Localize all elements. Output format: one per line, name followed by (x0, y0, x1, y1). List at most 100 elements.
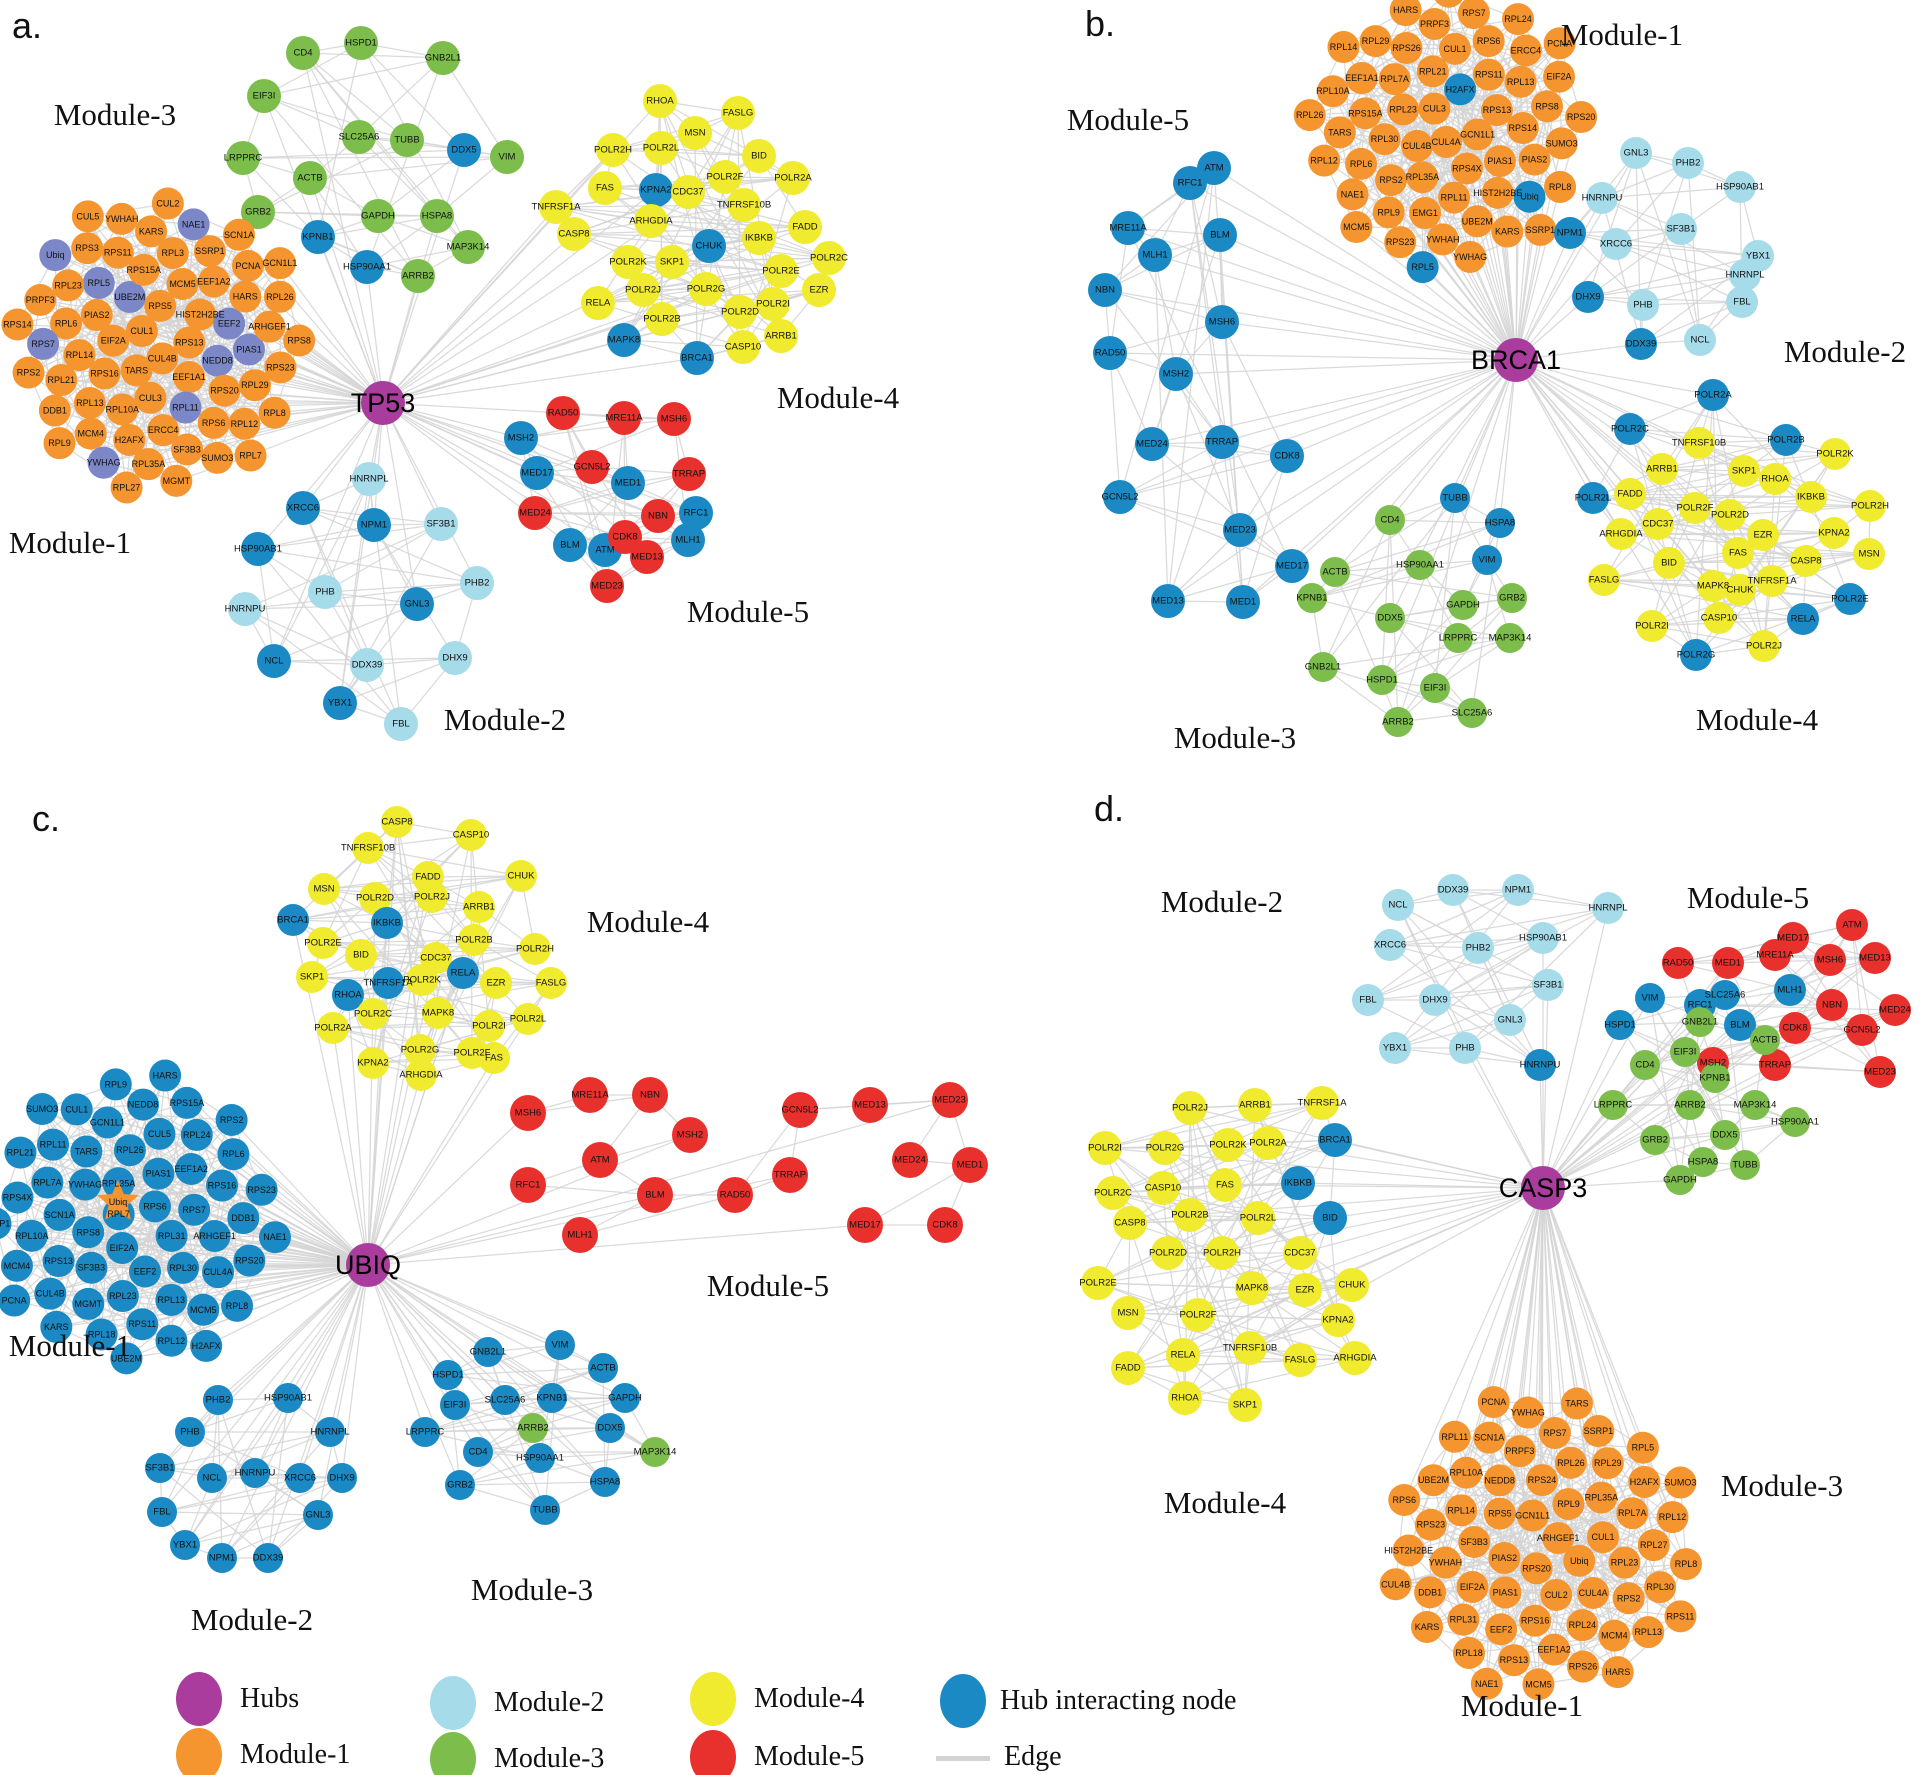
node-hist2h2be[interactable] (1392, 1534, 1425, 1567)
node-hspa8[interactable] (590, 1467, 620, 1497)
node-rpl30[interactable] (1644, 1571, 1677, 1604)
node-ezr[interactable] (802, 273, 836, 307)
node-rpl11[interactable] (1438, 181, 1471, 214)
node-rps23[interactable] (1414, 1508, 1447, 1541)
node-dhx9[interactable] (327, 1463, 357, 1493)
node-rpl9[interactable] (43, 427, 76, 460)
node-sf3b3[interactable] (171, 433, 204, 466)
node-arhgdia[interactable] (405, 1059, 437, 1091)
node-cul1[interactable] (1438, 32, 1471, 65)
node-polr2a[interactable] (317, 1012, 349, 1044)
node-rps2[interactable] (1375, 164, 1408, 197)
node-hsp90ab1[interactable] (273, 1383, 303, 1413)
node-h2afx[interactable] (1444, 73, 1477, 106)
node-rpl10a[interactable] (1316, 75, 1349, 108)
node-gnb2l1[interactable] (1685, 1007, 1715, 1037)
node-rps7[interactable] (1457, 0, 1490, 30)
node-rps4x[interactable] (1, 1181, 34, 1214)
node-casp10[interactable] (726, 330, 760, 364)
node-polr2k[interactable] (1819, 438, 1851, 470)
node-rpl14[interactable] (1327, 31, 1360, 64)
node-rps15a[interactable] (127, 253, 160, 286)
node-map3k14[interactable] (1740, 1090, 1770, 1120)
node-cd4[interactable] (286, 36, 320, 70)
node-polr2a[interactable] (1697, 379, 1729, 411)
node-med23[interactable] (1223, 513, 1257, 547)
node-slc25a6[interactable] (490, 1385, 520, 1415)
node-sf3b3[interactable] (75, 1251, 108, 1284)
node-eif3i[interactable] (247, 79, 281, 113)
node-msh6[interactable] (1814, 944, 1846, 976)
node-sumo3[interactable] (1664, 1466, 1697, 1499)
node-hnrnpl[interactable] (315, 1417, 345, 1447)
node-ssrp1[interactable] (1524, 213, 1557, 246)
node-rpl14[interactable] (63, 339, 96, 372)
node-nedd8[interactable] (201, 344, 234, 377)
node-nbn[interactable] (641, 499, 675, 533)
node-rpl29[interactable] (1591, 1447, 1624, 1480)
node-phb[interactable] (1449, 1032, 1481, 1064)
node-rpl24[interactable] (1502, 3, 1535, 36)
node-med23[interactable] (932, 1082, 968, 1118)
node-npm1[interactable] (357, 508, 391, 542)
node-cdk8[interactable] (927, 1207, 963, 1243)
node-polr2a[interactable] (1251, 1126, 1285, 1160)
node-ubiq[interactable] (1513, 180, 1546, 213)
node-rps8[interactable] (1531, 90, 1564, 123)
node-eef2[interactable] (213, 307, 246, 340)
node-kpnb1[interactable] (1700, 1063, 1730, 1093)
node-ddx39[interactable] (350, 648, 384, 682)
node-kars[interactable] (135, 215, 168, 248)
node-mcm5[interactable] (1522, 1668, 1555, 1701)
node-ddx5[interactable] (595, 1413, 625, 1443)
node-ybx1[interactable] (323, 686, 357, 720)
node-ube2m[interactable] (1417, 1464, 1450, 1497)
node-mcm4[interactable] (1598, 1619, 1631, 1652)
node-rps13[interactable] (1480, 94, 1513, 127)
node-rpl8[interactable] (258, 396, 291, 429)
node-cul1[interactable] (60, 1093, 93, 1126)
node-kpna2[interactable] (639, 173, 673, 207)
node-polr2b[interactable] (645, 302, 679, 336)
node-arrb1[interactable] (1646, 453, 1678, 485)
node-mcm5[interactable] (166, 268, 199, 301)
node-rps5[interactable] (1483, 1497, 1516, 1530)
node-rpl21[interactable] (4, 1136, 37, 1169)
node-rpl10a[interactable] (15, 1219, 48, 1252)
node-polr2d[interactable] (1151, 1236, 1185, 1270)
node-rpl23[interactable] (106, 1280, 139, 1313)
node-rpl5[interactable] (1626, 1431, 1659, 1464)
hub-node-casp3[interactable] (1521, 1166, 1565, 1210)
node-polr2h[interactable] (1854, 490, 1886, 522)
node-chuk[interactable] (1724, 574, 1756, 606)
node-hsp90aa1[interactable] (350, 250, 384, 284)
node-msh2[interactable] (1159, 357, 1193, 391)
node-ywhah[interactable] (1429, 1546, 1462, 1579)
node-cdk8[interactable] (608, 520, 642, 554)
node-rpl14[interactable] (1445, 1494, 1478, 1527)
node-rps13[interactable] (1497, 1644, 1530, 1677)
node-hist2h2be[interactable] (184, 298, 217, 331)
node-rpl12[interactable] (1308, 144, 1341, 177)
node-hsp90ab1[interactable] (241, 532, 275, 566)
node-msh6[interactable] (510, 1095, 546, 1131)
node-med24[interactable] (1879, 994, 1911, 1026)
node-cul4a[interactable] (1577, 1577, 1610, 1610)
node-med1[interactable] (1226, 585, 1260, 619)
node-fas[interactable] (1208, 1168, 1242, 1202)
node-rpl26[interactable] (113, 1134, 146, 1167)
node-arhgef1[interactable] (198, 1220, 231, 1253)
node-rps13[interactable] (173, 326, 206, 359)
node-trrap[interactable] (672, 457, 706, 491)
hub-node-tp53[interactable] (361, 381, 405, 425)
node-arrb1[interactable] (764, 319, 798, 353)
node-ubiq-star[interactable] (97, 1180, 139, 1220)
node-ddx5[interactable] (1710, 1120, 1740, 1150)
node-blm[interactable] (1203, 218, 1237, 252)
node-polr2l[interactable] (644, 131, 678, 165)
node-map3k14[interactable] (640, 1437, 670, 1467)
node-rela[interactable] (447, 957, 479, 989)
node-mlh1[interactable] (671, 523, 705, 557)
node-rpl13[interactable] (1504, 65, 1537, 98)
node-rps6[interactable] (1388, 1483, 1421, 1516)
